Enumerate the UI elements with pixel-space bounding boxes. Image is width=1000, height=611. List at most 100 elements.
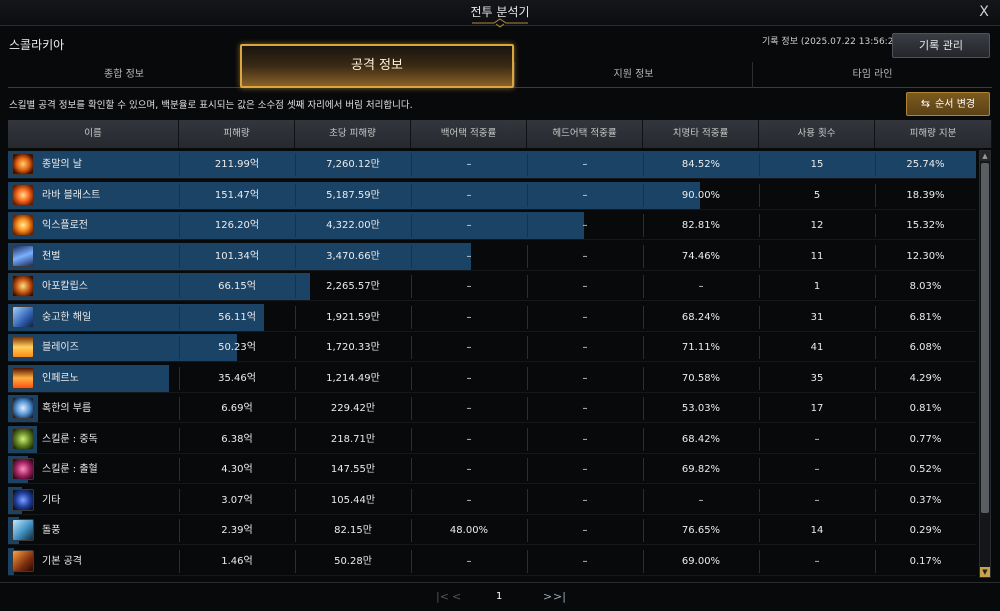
table-row[interactable]: 라바 블래스트 151.47억 5,187.59만 – – 90.00% 5 18.39% (8, 181, 976, 210)
title-bar: 전투 분석기 X (0, 0, 1000, 28)
table-row[interactable]: 기타 3.07억 105.44만 – – – – 0.37% (8, 486, 976, 515)
swap-icon: ⇆ (920, 97, 931, 110)
prev-page-button[interactable]: < (452, 590, 462, 603)
page-number[interactable]: 1 (496, 591, 503, 602)
col-uses[interactable]: 사용 횟수 (759, 120, 875, 148)
pagination: |< < 1 > >| (0, 582, 1000, 611)
head-attack-cell: – (582, 403, 588, 414)
table-row[interactable]: 혹한의 부름 6.69억 229.42만 – – 53.03% 17 0.81% (8, 394, 976, 423)
column-divider (295, 275, 296, 298)
next-page-button[interactable]: > (543, 590, 553, 603)
damage-cell: 6.38억 (221, 433, 253, 445)
window-title: 전투 분석기 (470, 5, 530, 19)
head-attack-cell: – (582, 555, 588, 567)
column-divider (759, 244, 760, 268)
damage-cell: 35.46억 (218, 372, 256, 384)
damage-share-bar (8, 273, 310, 300)
scrollbar[interactable]: ▲ ▼ (979, 150, 991, 578)
damage-share-bar (8, 212, 585, 239)
table-row[interactable]: 돌풍 2.39억 82.15만 48.00% – 76.65% 14 0.29% (8, 516, 976, 545)
table-row[interactable]: 기본 공격 1.46억 50.28만 – – 69.00% – 0.17% (8, 547, 976, 576)
column-divider (411, 397, 412, 420)
col-back-attack[interactable]: 백어택 적중률 (411, 120, 527, 148)
table-row[interactable]: 인페르노 35.46억 1,214.49만 – – 70.58% 35 4.29% (8, 364, 976, 393)
damage-share-bar (8, 547, 15, 575)
record-time: 기록 정보 (2025.07.22 13:56:21) (762, 37, 903, 47)
back-attack-cell: 48.00% (449, 525, 489, 536)
last-page-button[interactable]: >| (553, 590, 566, 603)
table-row[interactable]: 스킬룬 : 중독 6.38억 218.71만 – – 68.42% – 0.77% (8, 425, 976, 454)
column-divider (295, 153, 296, 176)
table-row[interactable]: 종말의 날 211.99억 7,260.12만 – – 84.52% 15 25.74% (8, 150, 976, 179)
crit-cell: 68.42% (681, 433, 721, 445)
back-attack-cell: – (466, 433, 472, 445)
col-share[interactable]: 피해량 지분 (875, 120, 992, 148)
tab-support[interactable]: 지원 정보 (514, 62, 752, 88)
table-row[interactable]: 스킬룬 : 출혈 4.30억 147.55만 – – 69.82% – 0.52% (8, 455, 976, 484)
column-divider (643, 336, 644, 359)
column-divider (643, 488, 644, 512)
table-row[interactable]: 아포칼립스 66.15억 2,265.57만 – – – 1 8.03% (8, 272, 976, 301)
order-change-button[interactable]: ⇆ 순서 변경 (906, 92, 990, 116)
close-button[interactable]: X (979, 4, 989, 20)
tab-timeline[interactable]: 타임 라인 (752, 62, 992, 88)
uses-cell: 1 (813, 281, 821, 292)
col-dps[interactable]: 초당 피해량 (295, 120, 411, 148)
column-divider (295, 549, 296, 573)
damage-cell: 50.23억 (218, 342, 256, 353)
column-divider (875, 366, 876, 390)
scroll-down-icon[interactable]: ▼ (980, 567, 990, 577)
column-divider (411, 488, 412, 512)
col-damage[interactable]: 피해량 (179, 120, 295, 148)
column-divider (179, 183, 180, 207)
back-attack-cell: – (466, 494, 472, 506)
basic-attack-icon (12, 549, 34, 572)
uses-cell: 15 (810, 159, 824, 170)
blaze-icon (12, 336, 34, 358)
damage-share-bar (8, 181, 700, 209)
crit-cell: 82.81% (681, 220, 721, 231)
table-row[interactable]: 블레이즈 50.23억 1,720.33만 – – 71.11% 41 6.08% (8, 333, 976, 362)
table-row[interactable]: 천벌 101.34억 3,470.66만 – – 74.46% 11 12.30% (8, 242, 976, 271)
table-row[interactable]: 익스플로전 126.20억 4,322.00만 – – 82.81% 12 15.32% (8, 211, 976, 240)
damage-share-bar (8, 303, 265, 331)
head-attack-cell: – (582, 189, 588, 201)
column-divider (759, 183, 760, 207)
back-attack-cell: – (466, 281, 472, 292)
first-page-button[interactable]: |< (436, 590, 449, 603)
dps-cell: 4,322.00만 (326, 220, 380, 231)
damage-cell: 1.46억 (221, 555, 253, 567)
tab-overview[interactable]: 종합 정보 (104, 69, 144, 80)
uses-cell: 5 (813, 189, 821, 201)
column-divider (411, 275, 412, 298)
column-divider (875, 519, 876, 542)
column-divider (295, 244, 296, 268)
column-divider (643, 427, 644, 451)
column-divider (875, 153, 876, 176)
column-divider (875, 214, 876, 237)
column-divider (759, 458, 760, 481)
tab-attack[interactable]: 공격 정보 (240, 44, 514, 88)
table-row[interactable]: 숭고한 해일 56.11억 1,921.59만 – – 68.24% 31 6.81% (8, 303, 976, 332)
damage-cell: 211.99억 (214, 159, 260, 170)
scroll-thumb[interactable] (981, 163, 989, 513)
column-divider (759, 153, 760, 176)
column-divider (411, 427, 412, 451)
skill-name: 기본 공격 (42, 555, 82, 567)
column-divider (875, 427, 876, 451)
column-divider (179, 397, 180, 420)
col-crit[interactable]: 치명타 적중률 (643, 120, 759, 148)
col-name[interactable]: 이름 (8, 120, 179, 148)
column-divider (295, 427, 296, 451)
crit-cell: 84.52% (681, 159, 721, 170)
share-cell: 0.29% (909, 525, 942, 536)
record-manage-button[interactable]: 기록 관리 (892, 33, 990, 58)
column-divider (527, 214, 528, 237)
skill-name: 스킬룬 : 중독 (42, 433, 98, 445)
skill-name: 인페르노 (42, 372, 79, 384)
col-head-attack[interactable]: 헤드어택 적중률 (527, 120, 643, 148)
column-divider (179, 549, 180, 573)
column-divider (179, 153, 180, 176)
scroll-up-icon[interactable]: ▲ (980, 151, 990, 161)
column-divider (759, 336, 760, 359)
